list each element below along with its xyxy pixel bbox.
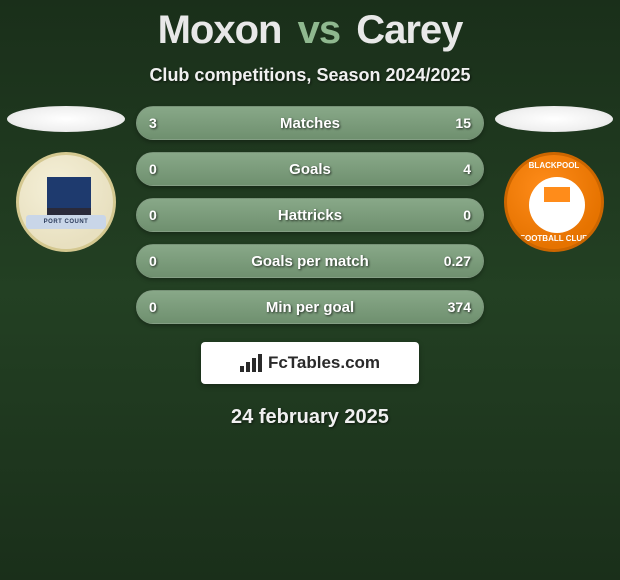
club-crest-left: PORT COUNT (16, 152, 116, 252)
stat-bar: 0 Hattricks 0 (136, 198, 484, 232)
stat-value-right: 15 (455, 115, 471, 131)
stat-label: Goals (289, 161, 331, 178)
stat-value-left: 3 (149, 115, 157, 131)
comparison-card: Moxon vs Carey Club competitions, Season… (0, 0, 620, 429)
right-column: BLACKPOOL FOOTBALL CLUB (494, 106, 614, 252)
date-line: 24 february 2025 (0, 406, 620, 429)
stat-value-right: 0 (463, 207, 471, 223)
crest-right-top-text: BLACKPOOL (507, 161, 601, 170)
stat-value-right: 374 (448, 299, 471, 315)
stat-fill-left (137, 107, 192, 139)
bar-chart-icon (240, 354, 262, 372)
right-ellipse-placeholder (495, 106, 613, 132)
stat-label: Matches (280, 115, 340, 132)
stat-value-left: 0 (149, 207, 157, 223)
stat-bar: 0 Min per goal 374 (136, 290, 484, 324)
stat-bar: 3 Matches 15 (136, 106, 484, 140)
stat-value-right: 4 (463, 161, 471, 177)
subtitle: Club competitions, Season 2024/2025 (0, 65, 620, 86)
stat-bar: 0 Goals 4 (136, 152, 484, 186)
stat-label: Goals per match (251, 253, 369, 270)
stat-value-right: 0.27 (444, 253, 471, 269)
player1-name: Moxon (158, 8, 282, 52)
stat-value-left: 0 (149, 299, 157, 315)
main-row: PORT COUNT 3Matches150Goals40Hattricks00… (0, 106, 620, 324)
stat-label: Hattricks (278, 207, 342, 224)
page-title: Moxon vs Carey (0, 8, 620, 53)
club-crest-right: BLACKPOOL FOOTBALL CLUB (504, 152, 604, 252)
stat-bar: 0 Goals per match 0.27 (136, 244, 484, 278)
brand-text: FcTables.com (268, 353, 380, 373)
player2-name: Carey (356, 8, 462, 52)
crest-left-band: PORT COUNT (26, 215, 106, 229)
stat-value-left: 0 (149, 253, 157, 269)
stat-value-left: 0 (149, 161, 157, 177)
stats-column: 3 Matches 15 0 Goals 4 0 Hattricks 0 0 Goals per m… (136, 106, 484, 324)
stat-label: Min per goal (266, 299, 354, 316)
left-ellipse-placeholder (7, 106, 125, 132)
left-column: PORT COUNT (6, 106, 126, 252)
brand-badge[interactable]: FcTables.com (201, 342, 419, 384)
crest-right-bottom-text: FOOTBALL CLUB (507, 234, 601, 243)
vs-text: vs (298, 8, 341, 52)
